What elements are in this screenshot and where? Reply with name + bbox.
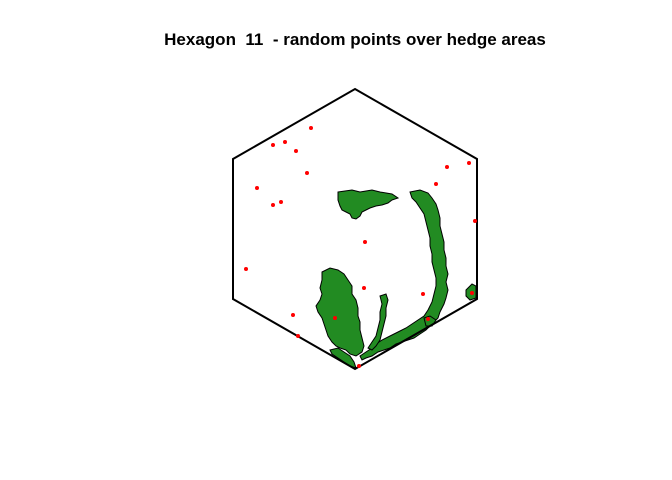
random-point: [244, 267, 248, 271]
random-point: [426, 317, 430, 321]
random-point: [296, 334, 300, 338]
random-point: [363, 240, 367, 244]
random-point: [333, 316, 337, 320]
random-point: [470, 291, 474, 295]
random-point: [434, 182, 438, 186]
random-points: [244, 126, 477, 368]
random-point: [467, 161, 471, 165]
plot-title: Hexagon 11 - random points over hedge ar…: [164, 30, 546, 49]
random-point: [305, 171, 309, 175]
random-point: [421, 292, 425, 296]
random-point: [291, 313, 295, 317]
hedge-patch-upper: [337, 189, 400, 220]
random-point: [473, 219, 477, 223]
random-point: [271, 203, 275, 207]
random-point: [255, 186, 259, 190]
hedge-hook: [367, 293, 389, 351]
hexagon-boundary: [232, 87, 478, 371]
hedge-patch-lower: [315, 267, 365, 357]
random-point: [445, 165, 449, 169]
random-point: [357, 364, 361, 368]
hedge-areas: [315, 189, 477, 369]
random-point: [362, 286, 366, 290]
random-point: [294, 149, 298, 153]
random-point: [279, 200, 283, 204]
random-point: [271, 143, 275, 147]
random-point: [283, 140, 287, 144]
random-point: [309, 126, 313, 130]
hedge-strip-right: [359, 189, 449, 361]
